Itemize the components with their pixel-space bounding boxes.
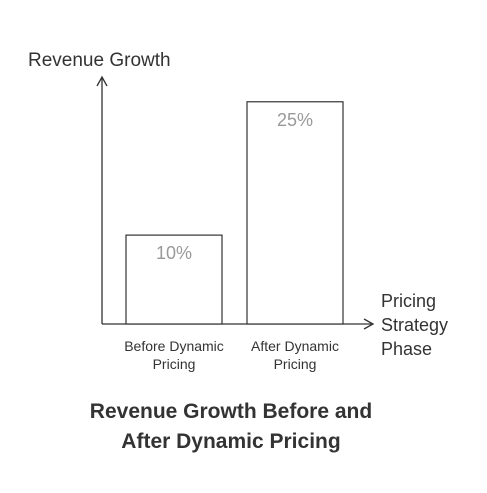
bars-layer: 10% Before Dynamic Pricing 25% After Dynamic… bbox=[124, 101, 344, 372]
category-label-2-line-2: Pricing bbox=[274, 356, 317, 372]
bar-1 bbox=[125, 234, 223, 325]
x-axis-label-line-1: Pricing bbox=[381, 291, 436, 311]
bar-2 bbox=[246, 101, 344, 325]
x-axis-label-line-2: Strategy bbox=[381, 315, 448, 335]
x-axis-label-line-3: Phase bbox=[381, 339, 432, 359]
category-label-1-line-1: Before Dynamic bbox=[124, 338, 224, 354]
category-label-2-line-1: After Dynamic bbox=[251, 338, 339, 354]
y-axis-label: Revenue Growth bbox=[28, 50, 171, 71]
category-label-1-line-2: Pricing bbox=[153, 356, 196, 372]
y-axis-arrowhead bbox=[96, 75, 108, 87]
bar-value-label-1: 10% bbox=[156, 243, 192, 263]
bar-value-label-2: 25% bbox=[277, 110, 313, 130]
chart-title-line-2: After Dynamic Pricing bbox=[121, 430, 340, 453]
x-axis-arrowhead bbox=[363, 318, 375, 330]
chart-title-line-1: Revenue Growth Before and bbox=[90, 400, 372, 423]
